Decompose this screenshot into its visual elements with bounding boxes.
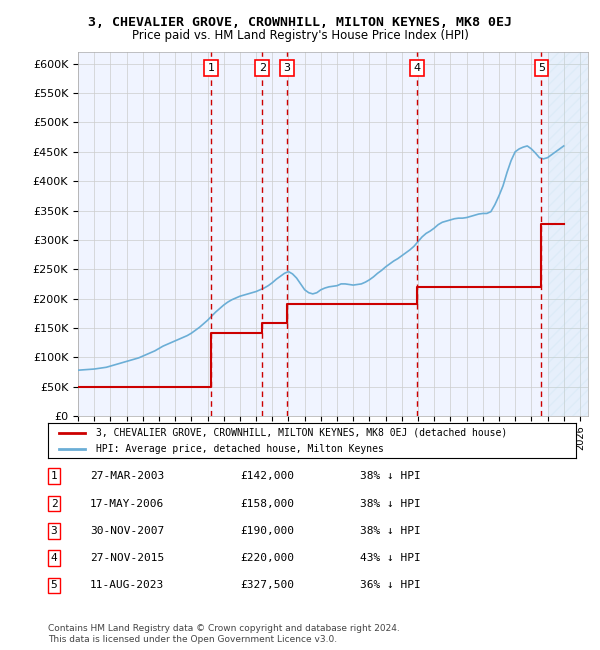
- Text: 3: 3: [284, 63, 290, 73]
- Text: 5: 5: [50, 580, 58, 590]
- Text: 27-MAR-2003: 27-MAR-2003: [90, 471, 164, 481]
- Text: 17-MAY-2006: 17-MAY-2006: [90, 499, 164, 508]
- Text: 3, CHEVALIER GROVE, CROWNHILL, MILTON KEYNES, MK8 0EJ (detached house): 3, CHEVALIER GROVE, CROWNHILL, MILTON KE…: [95, 428, 507, 437]
- Text: 1: 1: [50, 471, 58, 481]
- Text: 38% ↓ HPI: 38% ↓ HPI: [360, 526, 421, 536]
- Text: £327,500: £327,500: [240, 580, 294, 590]
- Text: £158,000: £158,000: [240, 499, 294, 508]
- Text: 38% ↓ HPI: 38% ↓ HPI: [360, 471, 421, 481]
- Text: £190,000: £190,000: [240, 526, 294, 536]
- Text: HPI: Average price, detached house, Milton Keynes: HPI: Average price, detached house, Milt…: [95, 445, 383, 454]
- Text: 2: 2: [259, 63, 266, 73]
- Text: 4: 4: [413, 63, 420, 73]
- Text: £142,000: £142,000: [240, 471, 294, 481]
- Text: 2: 2: [50, 499, 58, 508]
- Text: 36% ↓ HPI: 36% ↓ HPI: [360, 580, 421, 590]
- Text: 4: 4: [50, 553, 58, 563]
- Text: 3: 3: [50, 526, 58, 536]
- Text: 11-AUG-2023: 11-AUG-2023: [90, 580, 164, 590]
- Text: £220,000: £220,000: [240, 553, 294, 563]
- Text: 27-NOV-2015: 27-NOV-2015: [90, 553, 164, 563]
- Text: 43% ↓ HPI: 43% ↓ HPI: [360, 553, 421, 563]
- Text: Price paid vs. HM Land Registry's House Price Index (HPI): Price paid vs. HM Land Registry's House …: [131, 29, 469, 42]
- Text: Contains HM Land Registry data © Crown copyright and database right 2024.
This d: Contains HM Land Registry data © Crown c…: [48, 624, 400, 644]
- Text: 38% ↓ HPI: 38% ↓ HPI: [360, 499, 421, 508]
- Bar: [548, 52, 588, 416]
- Text: 1: 1: [208, 63, 215, 73]
- Text: 5: 5: [538, 63, 545, 73]
- Text: 3, CHEVALIER GROVE, CROWNHILL, MILTON KEYNES, MK8 0EJ: 3, CHEVALIER GROVE, CROWNHILL, MILTON KE…: [88, 16, 512, 29]
- Text: 30-NOV-2007: 30-NOV-2007: [90, 526, 164, 536]
